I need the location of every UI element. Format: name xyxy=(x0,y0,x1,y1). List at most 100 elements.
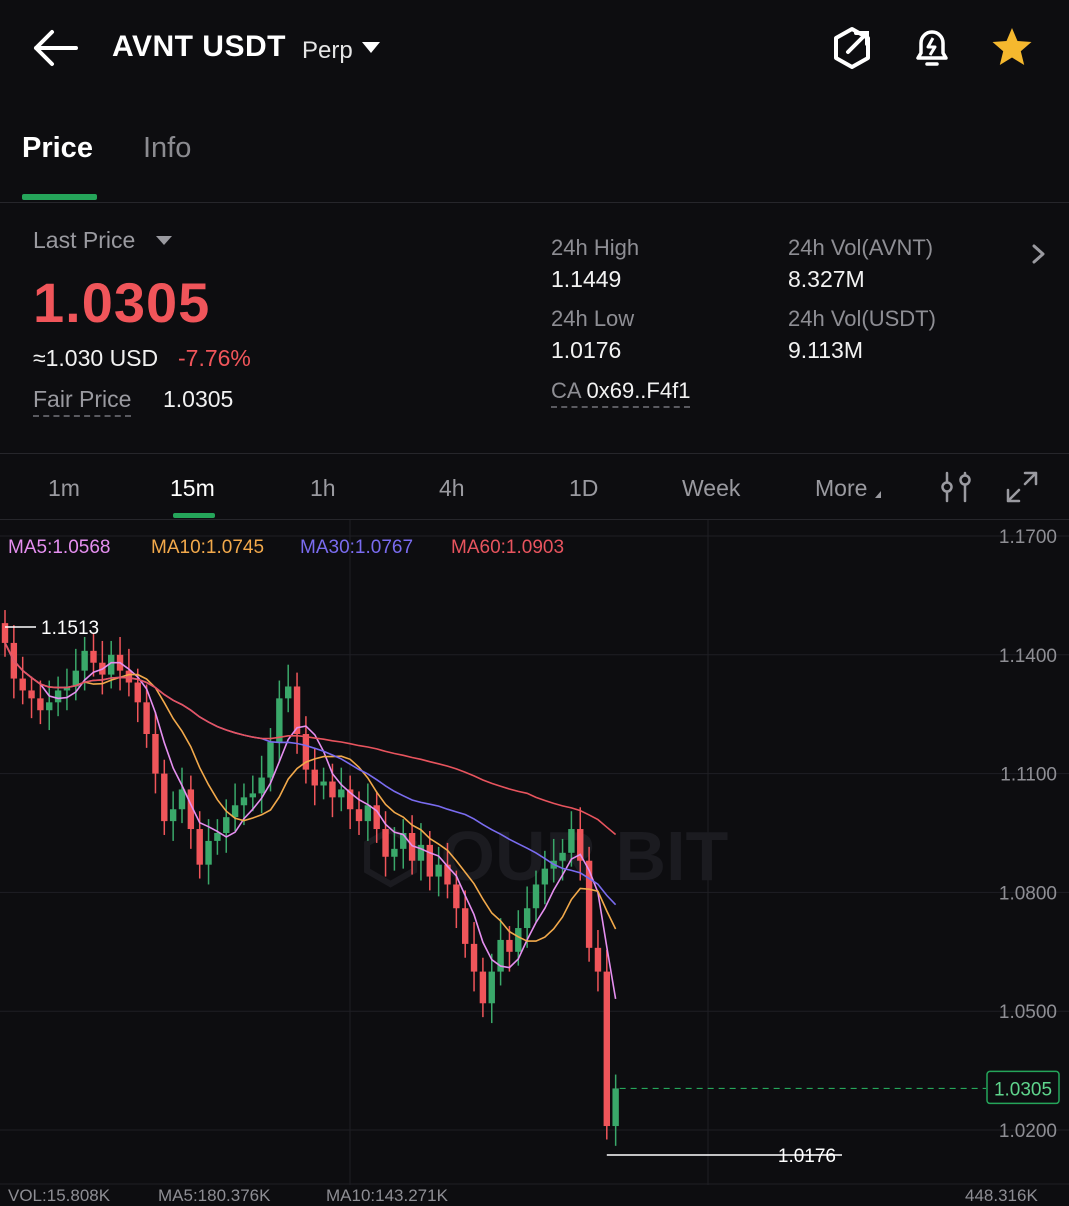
ma10-legend: MA10:1.0745 xyxy=(151,537,265,558)
ma60-legend: MA60:1.0903 xyxy=(451,537,565,558)
ma10-line xyxy=(4,642,617,942)
active-tab-indicator xyxy=(22,194,97,200)
candle-body xyxy=(364,805,372,822)
candle-body xyxy=(178,789,186,810)
usd-equivalent: ≈1.030 USD xyxy=(33,345,159,371)
more-caret-icon[interactable] xyxy=(875,491,881,498)
share-icon[interactable] xyxy=(828,24,876,72)
candle-body xyxy=(285,686,292,699)
top-bar: AVNT USDT Perp xyxy=(0,0,1069,100)
candle-body xyxy=(19,678,26,691)
y-tick-label: 1.0800 xyxy=(999,883,1057,904)
interval-1m[interactable]: 1m xyxy=(48,475,80,501)
y-tick-label: 1.1700 xyxy=(999,527,1057,548)
tab-info[interactable]: Info xyxy=(143,132,192,164)
candle-body xyxy=(196,829,203,865)
candle-body xyxy=(391,848,398,857)
high-value: 1.1449 xyxy=(551,266,622,292)
vol-quote-label: 24h Vol(USDT) xyxy=(788,306,936,331)
divider xyxy=(0,453,1069,454)
volume-label: VOL:15.808K xyxy=(8,1186,111,1205)
candle-body xyxy=(612,1088,619,1127)
candle-body xyxy=(37,698,44,711)
candle-body xyxy=(249,793,256,798)
candle-body xyxy=(346,789,354,810)
low-label: 24h Low xyxy=(551,306,635,331)
last-price-tag-label: 1.0305 xyxy=(994,1079,1052,1100)
candle-body xyxy=(497,939,504,972)
y-tick-label: 1.0500 xyxy=(999,1002,1057,1023)
candle-body xyxy=(63,686,71,691)
interval-15m[interactable]: 15m xyxy=(170,475,215,501)
candle-body xyxy=(532,884,540,909)
high-label: 24h High xyxy=(551,235,640,260)
pair-title[interactable]: AVNT USDT xyxy=(112,30,286,63)
active-interval-indicator xyxy=(173,513,215,518)
candle-body xyxy=(417,844,425,861)
candle-body xyxy=(311,769,318,786)
perp-label[interactable]: Perp xyxy=(302,37,353,64)
candle-body xyxy=(426,844,433,877)
candle-body xyxy=(46,702,53,711)
caret-down-icon[interactable] xyxy=(362,42,380,53)
y-tick-label: 1.1400 xyxy=(999,646,1057,667)
y-tick-label: 1.0200 xyxy=(999,1121,1057,1142)
candle-body xyxy=(603,971,610,1127)
volume-ma5: MA5:180.376K xyxy=(158,1186,271,1205)
candle-body xyxy=(169,809,177,822)
candle-body xyxy=(559,852,566,861)
candle-body xyxy=(453,884,460,909)
tab-price[interactable]: Price xyxy=(22,132,93,164)
fair-price-label[interactable]: Fair Price xyxy=(33,386,132,417)
interval-4h[interactable]: 4h xyxy=(439,475,465,501)
candle-body xyxy=(187,789,195,830)
candle-body xyxy=(152,734,159,774)
candle-body xyxy=(125,670,133,683)
candle-body xyxy=(205,840,212,865)
candle-body xyxy=(577,829,584,861)
page-tabs: Price Info xyxy=(0,110,1069,203)
ma5-line xyxy=(4,642,617,1000)
price-alert-bell-icon[interactable] xyxy=(908,24,956,72)
candle-body xyxy=(444,864,451,885)
back-arrow-icon[interactable] xyxy=(30,28,80,68)
indicator-settings-icon[interactable] xyxy=(938,469,974,505)
candle-body xyxy=(470,943,478,972)
favorite-star-icon[interactable] xyxy=(988,24,1036,72)
candle-body xyxy=(462,908,469,944)
interval-1d[interactable]: 1D xyxy=(569,475,599,501)
fullscreen-expand-icon[interactable] xyxy=(1004,469,1040,505)
candle-body xyxy=(81,650,88,671)
volume-axis-max: 448.316K xyxy=(965,1186,1038,1205)
candle-body xyxy=(541,868,549,885)
chevron-right-icon[interactable] xyxy=(1030,243,1048,265)
candle-body xyxy=(585,860,593,948)
caret-down-icon[interactable] xyxy=(156,236,172,245)
candle-body xyxy=(382,829,389,857)
y-tick-label: 1.1100 xyxy=(1000,765,1057,786)
last-price-label[interactable]: Last Price xyxy=(33,227,136,253)
candle-body xyxy=(568,829,575,853)
candle-body xyxy=(143,702,150,734)
interval-1h[interactable]: 1h xyxy=(310,475,336,501)
candle-body xyxy=(408,833,416,861)
candle-body xyxy=(1,623,9,643)
candle-body xyxy=(355,809,363,822)
candle-body xyxy=(515,928,522,952)
candle-body xyxy=(293,686,301,734)
interval-bar: 1m 15m 1h 4h 1D Week More xyxy=(0,455,1069,520)
candle-body xyxy=(488,971,495,1004)
interval-more[interactable]: More xyxy=(815,475,868,501)
ca-label[interactable]: CA 0x69..F4f1 xyxy=(551,378,691,408)
ca-label-text: CA xyxy=(551,378,581,403)
candle-body xyxy=(435,864,442,877)
candle-body xyxy=(400,833,407,849)
candle-body xyxy=(223,817,230,833)
candle-body xyxy=(161,773,168,822)
interval-week[interactable]: Week xyxy=(682,475,741,501)
ca-value[interactable]: 0x69..F4f1 xyxy=(586,378,691,403)
candle-body xyxy=(594,947,602,972)
candle-body xyxy=(320,781,327,786)
candle-body xyxy=(267,741,274,778)
